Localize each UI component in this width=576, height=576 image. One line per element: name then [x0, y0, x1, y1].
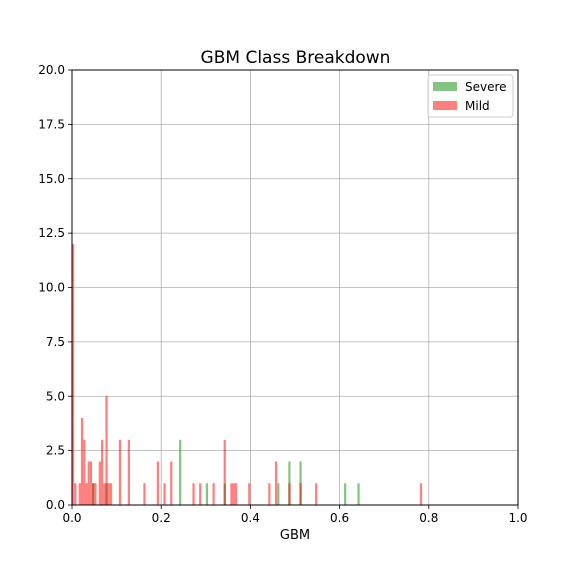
bar-mild [230, 483, 233, 505]
legend-label-mild: Mild [465, 99, 490, 113]
bar-mild [170, 461, 173, 505]
bar-mild [100, 439, 104, 505]
x-tick-label: 0.2 [152, 511, 171, 525]
y-tick-label: 7.5 [46, 335, 65, 349]
bar-mild [105, 396, 108, 505]
bar-mild [118, 439, 122, 505]
legend-swatch-severe [433, 82, 457, 91]
bar-mild [274, 461, 278, 505]
bar-mild [248, 483, 251, 505]
x-tick-label: 0.4 [241, 511, 260, 525]
axis-ticks: 0.0 0.2 0.4 0.6 0.8 1.0 0.0 2.5 5.0 7.5 10.0 12.5 15… [38, 63, 527, 525]
legend-swatch-mild [433, 101, 457, 110]
legend: Severe Mild [427, 74, 514, 118]
bar-mild [74, 483, 77, 505]
y-tick-label: 15.0 [38, 172, 65, 186]
y-tick-label: 12.5 [38, 226, 65, 240]
bar-mild [192, 483, 195, 505]
bar-mild [92, 483, 95, 505]
bar-mild [107, 483, 110, 505]
bar-severe [205, 483, 209, 505]
bar-mild [89, 461, 93, 505]
bar-mild [109, 483, 113, 505]
x-tick-label: 1.0 [508, 511, 527, 525]
bar-mild [212, 483, 215, 505]
bar-mild [163, 483, 166, 505]
bar-mild [94, 483, 97, 505]
bar-mild [78, 483, 81, 505]
y-tick-label: 0.0 [46, 498, 65, 512]
x-tick-label: 0.6 [330, 511, 349, 525]
legend-label-severe: Severe [465, 80, 507, 94]
y-tick-label: 5.0 [46, 389, 65, 403]
bar-mild [234, 483, 238, 505]
bar-mild [419, 483, 423, 505]
bar-severe [277, 483, 280, 505]
bar-mild [315, 483, 318, 505]
bar-mild [268, 483, 271, 505]
bar-severe [357, 483, 360, 505]
bar-severe [344, 483, 347, 505]
bar-mild [98, 461, 101, 505]
x-tick-label: 0.0 [62, 511, 81, 525]
bar-mild [85, 483, 88, 505]
bar-mild [72, 244, 75, 505]
bar-mild [232, 483, 235, 505]
chart-title: GBM Class Breakdown [201, 48, 391, 68]
bar-mild [288, 483, 291, 505]
bar-mild [127, 439, 130, 505]
bars [72, 244, 423, 505]
bar-mild [103, 483, 106, 505]
y-tick-label: 17.5 [38, 117, 65, 131]
bar-mild [83, 439, 86, 505]
y-tick-label: 10.0 [38, 281, 65, 295]
x-axis-label: GBM [280, 528, 310, 543]
bar-mild [199, 483, 202, 505]
bar-mild [299, 483, 302, 505]
bar-mild [80, 418, 84, 505]
bar-mild [143, 483, 146, 505]
y-tick-label: 20.0 [38, 63, 65, 77]
y-tick-label: 2.5 [46, 444, 65, 458]
bar-mild [87, 461, 90, 505]
bar-mild [223, 439, 226, 505]
x-tick-label: 0.8 [419, 511, 438, 525]
bar-severe [179, 439, 182, 505]
bar-mild [156, 461, 159, 505]
